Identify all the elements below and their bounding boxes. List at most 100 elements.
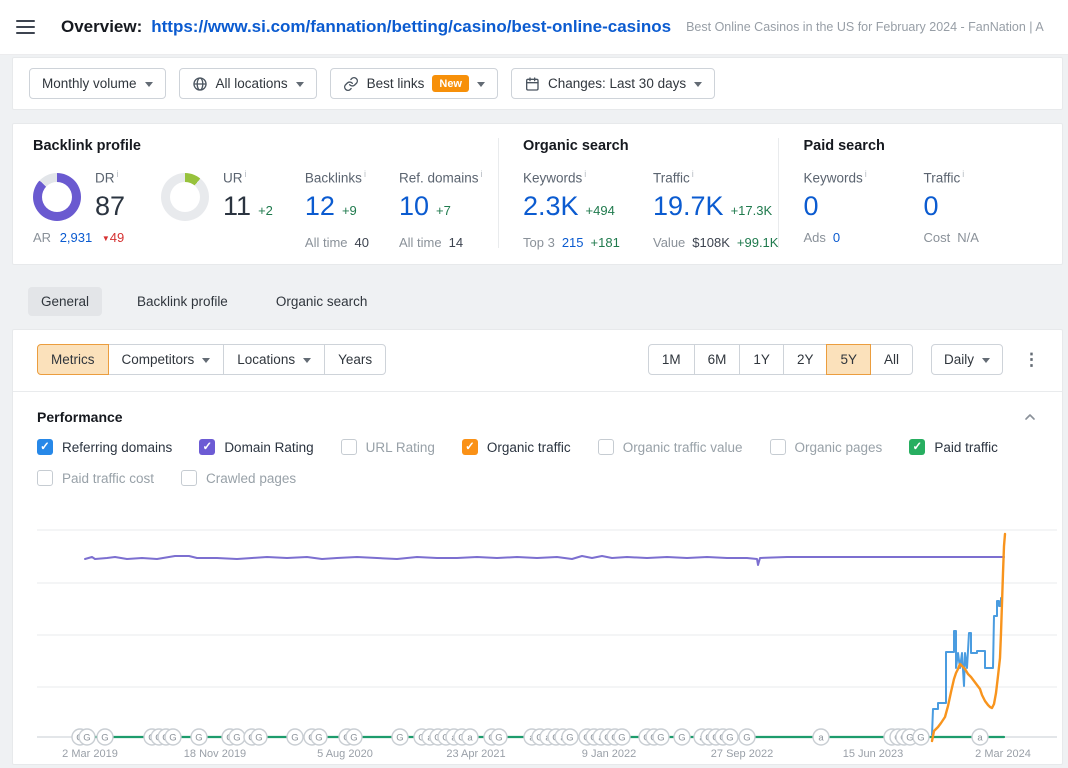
update-marker-g[interactable]: G — [310, 728, 328, 746]
update-marker-g[interactable]: G — [391, 728, 409, 746]
segment-locations[interactable]: Locations — [223, 344, 326, 375]
svg-text:a: a — [467, 733, 473, 744]
overview-label: Overview: — [61, 17, 143, 36]
changes-period-dropdown[interactable]: Changes: Last 30 days — [511, 68, 716, 99]
update-marker-g[interactable]: G — [228, 728, 246, 746]
x-axis-label: 2 Mar 2024 — [975, 748, 1031, 760]
svg-text:G: G — [906, 733, 913, 744]
checkbox-organic-traffic-value[interactable]: Organic traffic value — [597, 439, 743, 455]
svg-text:G: G — [291, 733, 298, 744]
checkbox-url-rating[interactable]: URL Rating — [340, 439, 435, 455]
segment-metrics[interactable]: Metrics — [37, 344, 109, 375]
paid-search-section: Paid search Keywords i 0 Ads 0 Traffic i 0 … — [778, 138, 1062, 248]
range-2y[interactable]: 2Y — [782, 344, 828, 375]
update-marker-g[interactable]: G — [912, 728, 930, 746]
performance-title: Performance — [37, 409, 123, 425]
segment-metrics-label: Metrics — [51, 352, 95, 367]
ref-domains-label: Ref. domains i — [399, 169, 483, 186]
chevron-down-icon — [295, 81, 304, 87]
unchecked-box-icon — [181, 470, 198, 486]
segment-years[interactable]: Years — [324, 344, 387, 375]
metrics-segmented-control: Metrics Competitors Locations Years — [37, 344, 387, 375]
svg-text:G: G — [618, 733, 625, 744]
svg-text:G: G — [233, 733, 240, 744]
tab-organic-search[interactable]: Organic search — [275, 294, 368, 309]
update-marker-g[interactable]: G — [96, 728, 114, 746]
target-url-link[interactable]: https://www.si.com/fannation/betting/cas… — [151, 17, 672, 36]
checkbox-label: Domain Rating — [224, 439, 314, 455]
update-marker-g[interactable]: G — [164, 728, 182, 746]
range-1m[interactable]: 1M — [647, 344, 695, 375]
update-marker-a[interactable]: a — [812, 728, 830, 746]
volume-mode-dropdown[interactable]: Monthly volume — [29, 68, 166, 99]
ur-label: UR i — [223, 169, 247, 186]
series-organic-traffic — [930, 532, 1007, 743]
update-marker-g[interactable]: G — [673, 728, 691, 746]
range-all[interactable]: All — [869, 344, 913, 375]
collapse-chevron-icon[interactable] — [1022, 409, 1038, 425]
update-marker-g[interactable]: G — [286, 728, 304, 746]
update-marker-g[interactable]: G — [490, 728, 508, 746]
update-marker-a[interactable]: a — [461, 728, 479, 746]
update-marker-g[interactable]: G — [345, 728, 363, 746]
checkbox-label: Organic traffic value — [622, 439, 743, 455]
dr-value: 87 — [95, 190, 126, 221]
checkbox-domain-rating[interactable]: ✓ Domain Rating — [199, 439, 314, 455]
calendar-icon — [524, 76, 540, 92]
checkbox-organic-pages[interactable]: Organic pages — [769, 439, 883, 455]
granularity-dropdown[interactable]: Daily — [930, 344, 1003, 375]
volume-mode-label: Monthly volume — [42, 76, 137, 91]
checkbox-paid-traffic-cost[interactable]: Paid traffic cost — [37, 470, 154, 486]
paid-keywords-label: Keywords i — [803, 169, 867, 186]
update-marker-g[interactable]: G — [250, 728, 268, 746]
ref-domains-value[interactable]: 10 +7 — [399, 190, 451, 221]
update-marker-g[interactable]: G — [652, 728, 670, 746]
best-links-dropdown[interactable]: Best links New — [329, 68, 498, 99]
range-5y[interactable]: 5Y — [826, 344, 871, 375]
checkbox-organic-traffic[interactable]: ✓ Organic traffic — [461, 439, 571, 455]
locations-dropdown[interactable]: All locations — [178, 68, 317, 99]
update-marker-g[interactable]: G — [190, 728, 208, 746]
range-1y[interactable]: 1Y — [739, 344, 784, 375]
x-axis-label: 27 Sep 2022 — [711, 748, 773, 760]
checkbox-label: Paid traffic cost — [62, 470, 155, 486]
update-marker-g[interactable]: G — [738, 728, 756, 746]
segment-competitors[interactable]: Competitors — [107, 344, 225, 375]
chevron-down-icon — [982, 357, 990, 363]
backlinks-value[interactable]: 12 +9 — [304, 190, 357, 221]
checkbox-paid-traffic[interactable]: ✓ Paid traffic — [909, 439, 998, 455]
paid-cost-row: Cost N/A — [923, 229, 979, 245]
tab-general[interactable]: General — [28, 287, 103, 316]
paid-keywords-value[interactable]: 0 — [803, 190, 819, 221]
update-marker-g[interactable]: G — [78, 728, 96, 746]
hamburger-menu-icon[interactable] — [16, 20, 35, 34]
overview-tabs: General Backlink profile Organic search — [28, 287, 1068, 316]
update-marker-g[interactable]: G — [613, 728, 631, 746]
x-axis-label: 9 Jan 2022 — [582, 748, 636, 760]
tab-backlink-profile[interactable]: Backlink profile — [137, 294, 228, 309]
ar-rank-value[interactable]: 2,931 — [59, 230, 93, 245]
organic-keywords-top3: Top 3 215 +181 — [523, 234, 620, 250]
checked-box-icon: ✓ — [199, 439, 216, 455]
kebab-menu-icon[interactable]: ⋮ — [1023, 350, 1040, 369]
chart-toolbar: Metrics Competitors Locations Years 1M 6M 1Y 2… — [13, 330, 1062, 392]
svg-text:G: G — [678, 733, 685, 744]
organic-traffic-value-row: Value $108K +99.1K — [653, 234, 779, 250]
update-marker-a[interactable]: a — [971, 728, 989, 746]
checkbox-crawled-pages[interactable]: Crawled pages — [181, 470, 296, 486]
range-6m[interactable]: 6M — [693, 344, 741, 375]
info-icon: i — [363, 169, 366, 179]
paid-traffic-value[interactable]: 0 — [923, 190, 939, 221]
svg-text:G: G — [726, 733, 733, 744]
checkbox-label: Organic pages — [794, 439, 883, 455]
svg-text:G: G — [917, 733, 924, 744]
organic-traffic-value[interactable]: 19.7K +17.3K — [653, 190, 773, 221]
series-domain-rating — [84, 555, 1005, 566]
range-all-label: All — [883, 352, 899, 367]
link-icon — [343, 76, 359, 92]
range-5y-label: 5Y — [840, 352, 857, 367]
organic-keywords-value[interactable]: 2.3K +494 — [523, 190, 615, 221]
checkbox-referring-domains[interactable]: ✓ Referring domains — [37, 439, 172, 455]
update-marker-g[interactable]: G — [721, 728, 739, 746]
update-marker-g[interactable]: G — [561, 728, 579, 746]
